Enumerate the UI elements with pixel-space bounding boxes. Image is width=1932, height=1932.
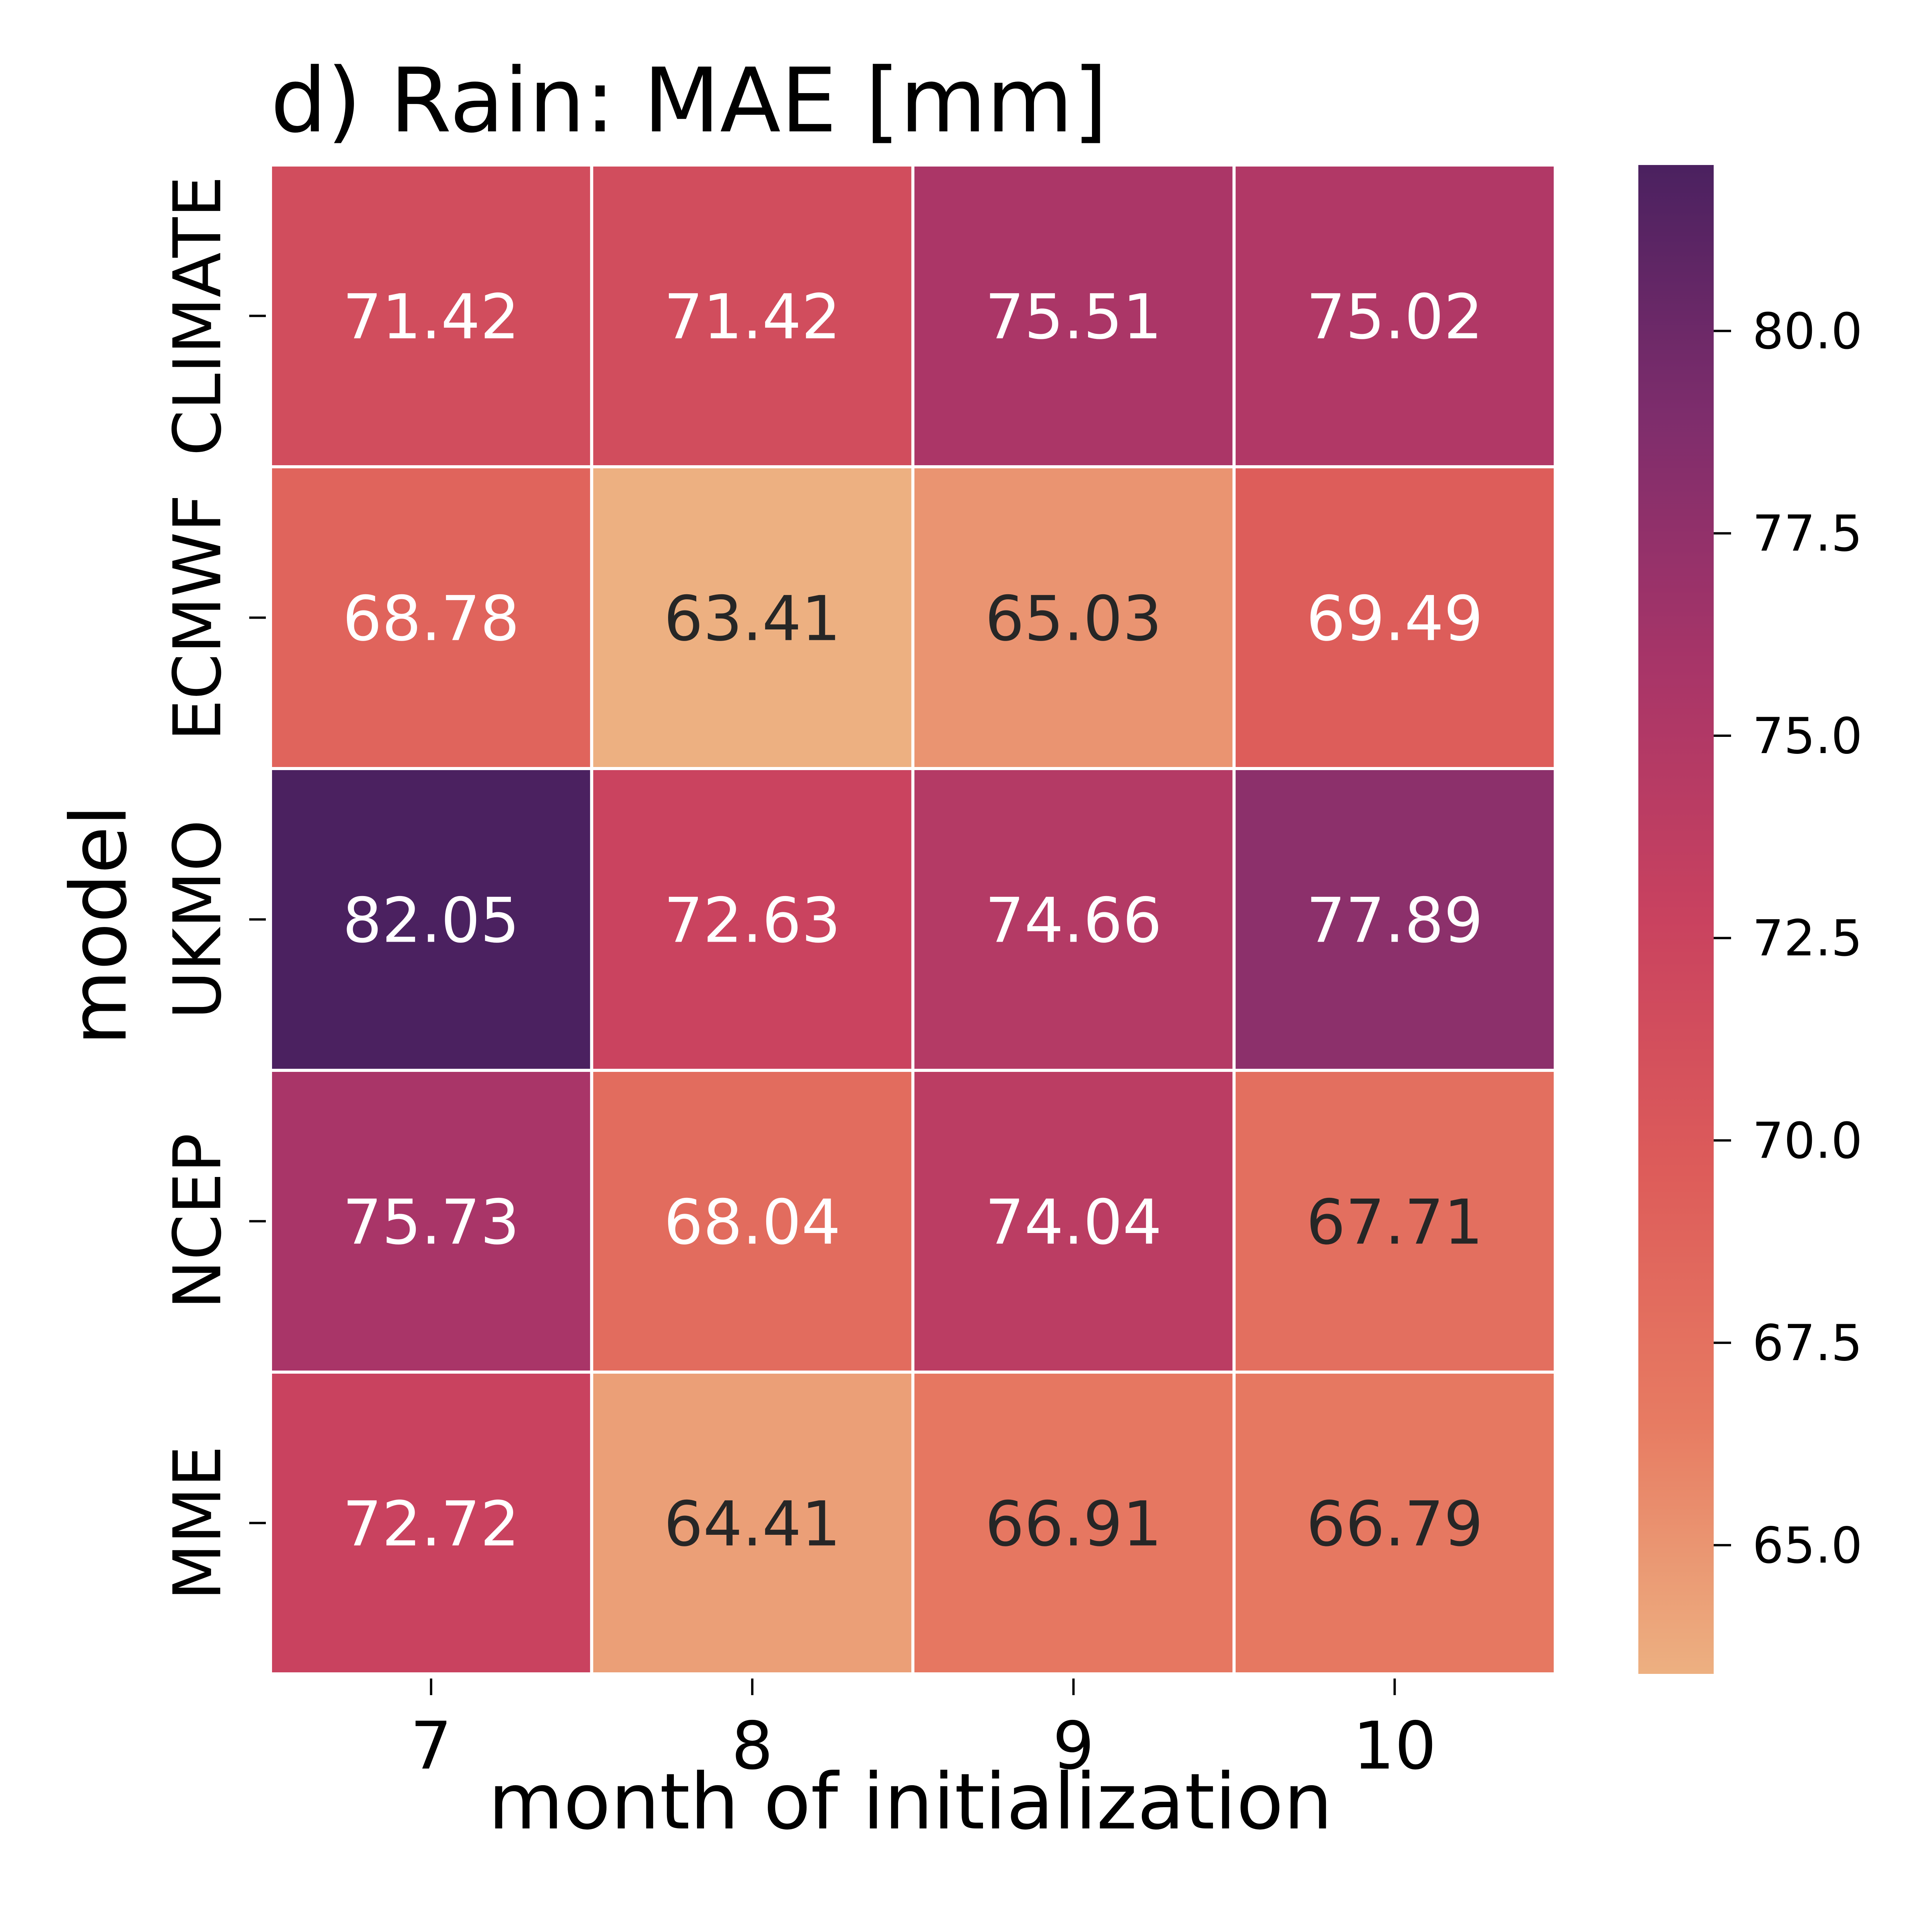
cell-value-label: 77.89: [1306, 884, 1483, 957]
cell-value-label: 72.63: [664, 884, 841, 957]
colorbar-tick-label: 77.5: [1752, 505, 1862, 563]
y-tick-label-ncep: NCEP: [160, 1133, 236, 1310]
y-axis-label: model: [54, 805, 144, 1046]
heatmap-cell-ncep-8: [590, 1069, 915, 1374]
cell-value-label: 65.03: [985, 583, 1162, 655]
heatmap-cell-mme-9: [911, 1371, 1236, 1675]
cell-value-label: 69.49: [1306, 583, 1483, 655]
colorbar-tick-label: 75.0: [1752, 707, 1862, 765]
heatmap-cell-climate-10: [1232, 163, 1557, 468]
chart-title: d) Rain: MAE [mm]: [270, 49, 1108, 153]
y-tick-label-ecmwf: ECMWF: [160, 494, 236, 741]
heatmap-value-labels: 71.42 71.42 75.51 75.02 68.78 63.41 65.03 69.49…: [343, 281, 1483, 1560]
heatmap-cell-climate-8: [590, 163, 915, 468]
heatmap-cell-ncep-10: [1232, 1069, 1557, 1374]
x-tick-label-10: 10: [1353, 1708, 1436, 1784]
x-tick-label-8: 8: [731, 1708, 773, 1784]
heatmap-cell-mme-7: [269, 1371, 594, 1675]
heatmap-cell-mme-10: [1232, 1371, 1557, 1675]
cell-value-label: 66.91: [985, 1488, 1162, 1560]
colorbar-tick-label: 80.0: [1752, 303, 1862, 360]
heatmap-cell-mme-8: [590, 1371, 915, 1675]
heatmap-cell-ecmwf-10: [1232, 465, 1557, 770]
cell-value-label: 67.71: [1306, 1186, 1483, 1259]
y-axis: CLIMATE ECMWF UKMO NCEP MME: [160, 176, 266, 1600]
colorbar-tick-label: 70.0: [1752, 1112, 1862, 1170]
cell-value-label: 82.05: [343, 884, 520, 957]
colorbar-ticks: 65.0 67.5 70.0 72.5 75.0 77.5 80.0: [1714, 303, 1862, 1575]
cell-value-label: 71.42: [343, 281, 520, 353]
cell-value-label: 63.41: [664, 583, 841, 655]
colorbar-tick-label: 65.0: [1752, 1517, 1862, 1575]
heatmap-cell-ukmo-10: [1232, 767, 1557, 1072]
cell-value-label: 74.04: [985, 1186, 1162, 1259]
x-tick-label-7: 7: [410, 1708, 452, 1784]
y-tick-label-ukmo: UKMO: [160, 820, 236, 1019]
cell-value-label: 68.78: [343, 583, 520, 655]
cell-value-label: 75.51: [985, 281, 1162, 353]
cell-value-label: 74.66: [985, 884, 1162, 957]
heatmap-cell-ukmo-8: [590, 767, 915, 1072]
cell-value-label: 68.04: [664, 1186, 841, 1259]
y-tick-label-mme: MME: [160, 1446, 236, 1600]
x-tick-label-9: 9: [1053, 1708, 1094, 1784]
cell-value-label: 75.73: [343, 1186, 520, 1259]
colorbar: [1638, 165, 1714, 1674]
heatmap-cell-ncep-9: [911, 1069, 1236, 1374]
x-axis: 7 8 9 10: [410, 1679, 1437, 1784]
cell-value-label: 64.41: [664, 1488, 841, 1560]
cell-value-label: 71.42: [664, 281, 841, 353]
y-tick-label-climate: CLIMATE: [160, 176, 236, 456]
heatmap-cell-climate-7: [269, 163, 594, 468]
heatmap-cells: [269, 163, 1557, 1675]
cell-value-label: 66.79: [1306, 1488, 1483, 1560]
x-axis-label: month of initialization: [488, 1757, 1332, 1847]
cell-value-label: 75.02: [1306, 281, 1483, 353]
heatmap-cell-ncep-7: [269, 1069, 594, 1374]
heatmap-cell-ecmwf-8: [590, 465, 915, 770]
heatmap-cell-climate-9: [911, 163, 1236, 468]
colorbar-tick-label: 67.5: [1752, 1315, 1862, 1372]
cell-value-label: 72.72: [343, 1488, 520, 1560]
colorbar-tick-label: 72.5: [1752, 910, 1862, 968]
heatmap-cell-ecmwf-7: [269, 465, 594, 770]
